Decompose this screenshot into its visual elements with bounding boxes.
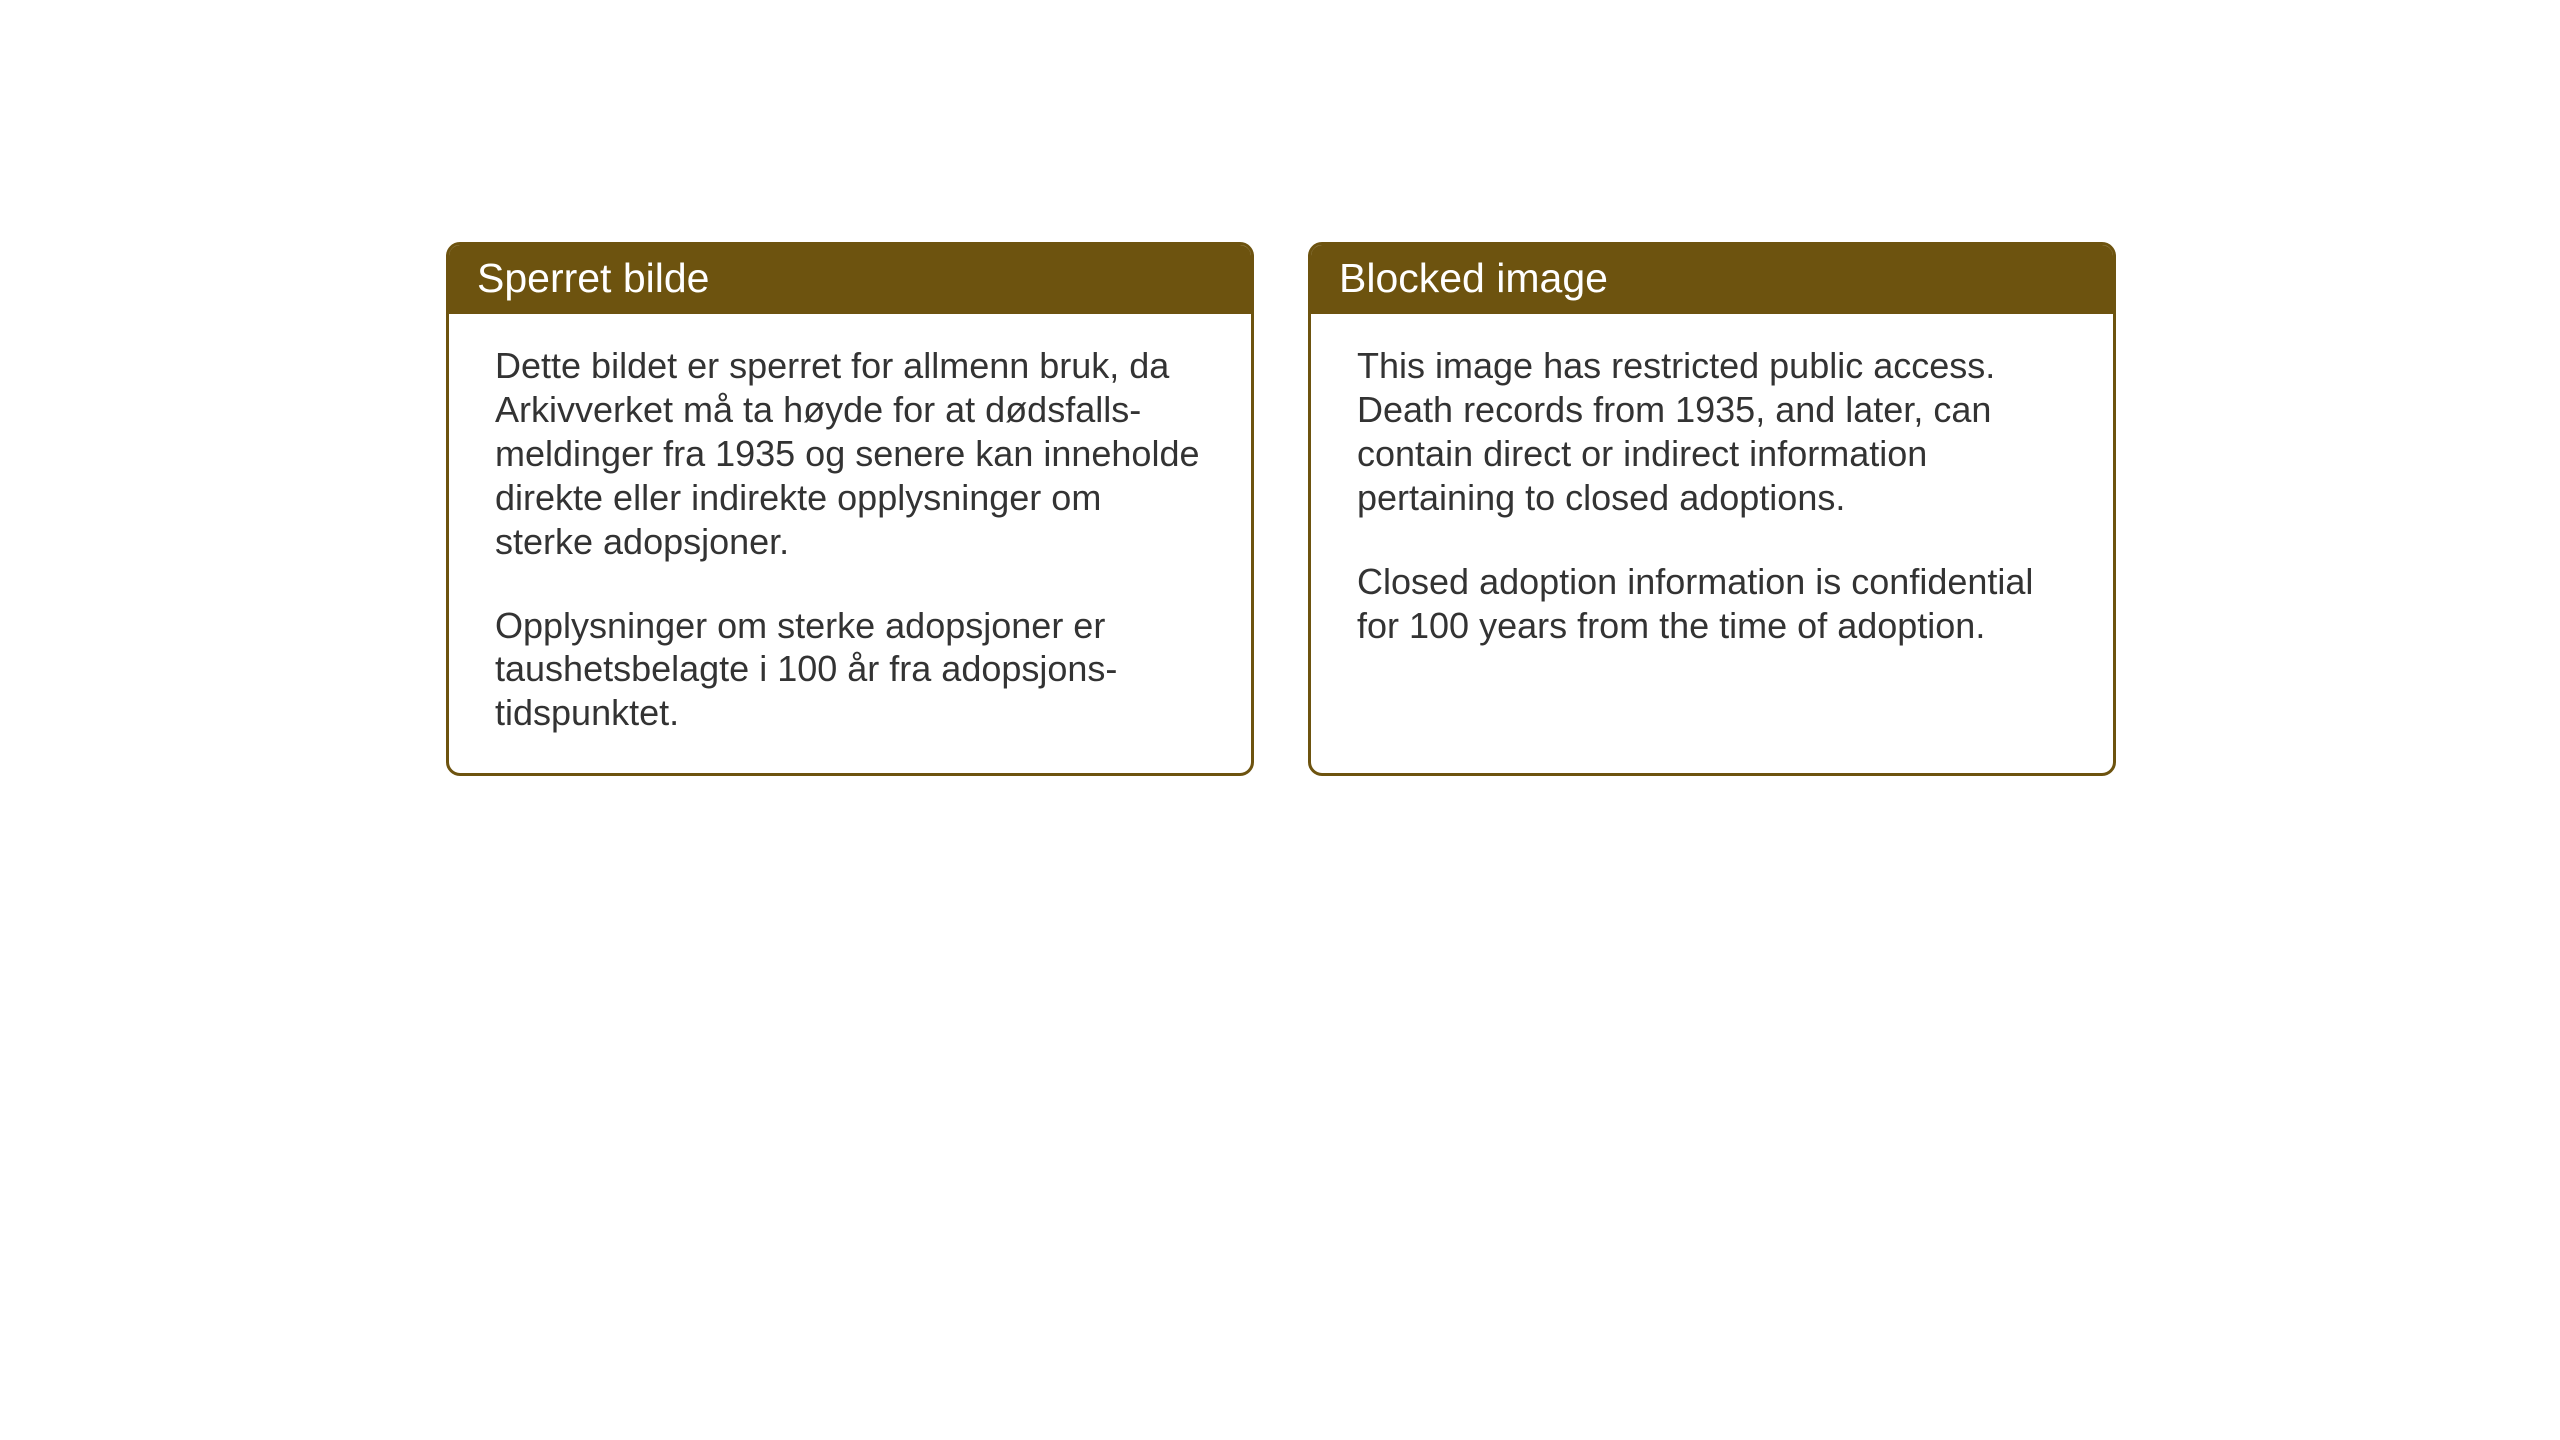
card-paragraph-1-english: This image has restricted public access.… [1357, 344, 2067, 520]
card-paragraph-1-norwegian: Dette bildet er sperret for allmenn bruk… [495, 344, 1205, 564]
card-title-english: Blocked image [1339, 255, 1608, 301]
card-header-english: Blocked image [1311, 245, 2113, 314]
card-header-norwegian: Sperret bilde [449, 245, 1251, 314]
notice-card-english: Blocked image This image has restricted … [1308, 242, 2116, 776]
card-paragraph-2-english: Closed adoption information is confident… [1357, 560, 2067, 648]
notice-card-norwegian: Sperret bilde Dette bildet er sperret fo… [446, 242, 1254, 776]
card-paragraph-2-norwegian: Opplysninger om sterke adopsjoner er tau… [495, 604, 1205, 736]
card-body-norwegian: Dette bildet er sperret for allmenn bruk… [449, 314, 1251, 773]
card-body-english: This image has restricted public access.… [1311, 314, 2113, 685]
notice-cards-container: Sperret bilde Dette bildet er sperret fo… [446, 242, 2116, 776]
card-title-norwegian: Sperret bilde [477, 255, 709, 301]
